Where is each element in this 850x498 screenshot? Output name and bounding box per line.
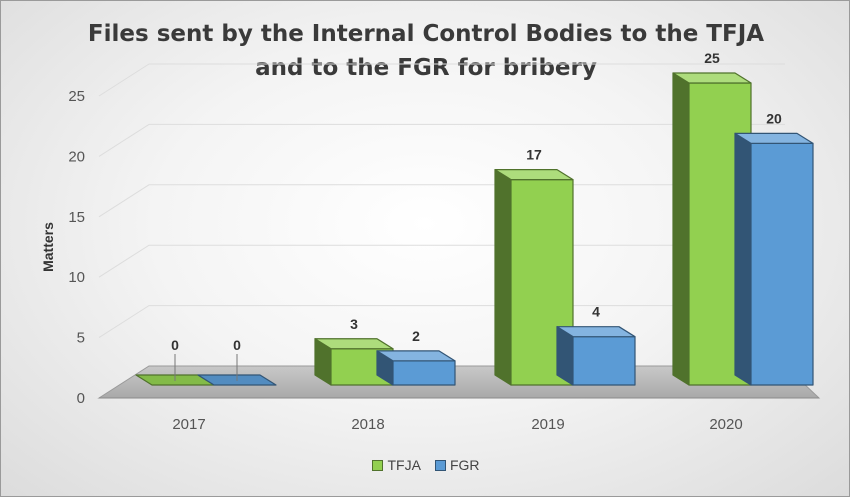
bar-side-face (672, 72, 690, 386)
legend-swatch (372, 459, 384, 471)
bar-top-face (556, 326, 636, 338)
x-tick-label: 2020 (709, 416, 742, 433)
chart-title: Files sent by the Internal Control Bodie… (87, 21, 765, 81)
legend-label: FGR (449, 457, 480, 473)
bar-fgr-2018: 2 (376, 328, 456, 386)
data-label-fgr-2019: 4 (592, 304, 600, 320)
y-tick-label: 15 (68, 209, 85, 226)
bar-side-face (734, 132, 752, 386)
x-tick-label: 2017 (172, 416, 205, 433)
y-tick-label: 10 (68, 269, 85, 286)
data-label-fgr-2018: 2 (412, 328, 420, 344)
data-label-tfja-2020: 25 (704, 50, 720, 66)
data-label-tfja-2019: 17 (526, 147, 542, 163)
bar-top-face (494, 169, 574, 181)
bar-side-face (494, 169, 512, 386)
bar-top-face (734, 132, 814, 144)
y-tick-label: 25 (68, 88, 85, 105)
y-axis-title: Matters (40, 222, 56, 272)
x-tick-label: 2019 (531, 416, 564, 433)
y-tick-label: 0 (77, 390, 85, 407)
data-label-tfja-2017: 0 (171, 337, 179, 353)
gridline (98, 123, 785, 157)
gridline (98, 63, 785, 97)
data-label-tfja-2018: 3 (350, 316, 358, 332)
bar-top-face (376, 350, 456, 362)
bar-tfja-2017: 0 (135, 337, 215, 386)
bar-fgr-2017: 0 (197, 337, 277, 386)
bar-top-face (314, 338, 394, 350)
x-tick-label: 2018 (351, 416, 384, 433)
y-tick-label: 20 (68, 148, 85, 165)
legend-swatch (434, 459, 446, 471)
bar-fgr-2019: 4 (556, 304, 636, 386)
bar-top-face (672, 72, 752, 84)
bar-fgr-2020: 20 (734, 110, 814, 386)
legend-item-tfja: TFJA (372, 457, 421, 473)
data-label-fgr-2020: 20 (766, 110, 782, 126)
bar-front-face (392, 360, 456, 386)
bar-front-face (572, 336, 636, 386)
y-tick-label: 5 (77, 330, 85, 347)
legend: TFJA FGR (1, 457, 850, 473)
legend-label: TFJA (387, 457, 421, 473)
legend-item-fgr: FGR (434, 457, 480, 473)
data-label-fgr-2017: 0 (233, 337, 241, 353)
bar-front-face (750, 142, 814, 386)
